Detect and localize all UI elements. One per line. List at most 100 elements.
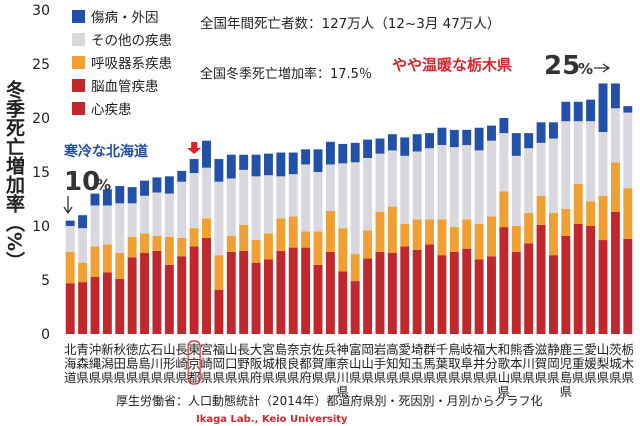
bar-segment <box>511 133 521 156</box>
bar-segment <box>189 159 199 174</box>
legend-label: 心疾患 <box>91 102 132 118</box>
bar-segment <box>375 138 385 154</box>
bar-segment <box>313 149 323 172</box>
bar-segment <box>276 218 286 251</box>
x-tick-char: 県 <box>547 370 560 385</box>
x-tick-char: 賀 <box>535 356 548 371</box>
legend-label: 傷病・外因 <box>91 10 159 26</box>
bar-segment <box>511 251 521 334</box>
x-tick-char: 富 <box>349 342 362 357</box>
x-tick-char: 高 <box>386 342 399 357</box>
x-tick-label: 福井県 <box>473 342 486 385</box>
bar-segment <box>350 142 360 163</box>
bar-segment <box>65 251 75 284</box>
x-tick-char: 京 <box>299 342 312 357</box>
x-tick-char: 森 <box>76 356 89 371</box>
x-tick-char: 庫 <box>324 356 337 371</box>
x-tick-char: 愛 <box>399 342 412 357</box>
tochigi-annotation-pct: % <box>578 60 593 78</box>
x-tick-char: 徳 <box>126 342 139 357</box>
x-tick-label: 青森県 <box>76 342 89 385</box>
bar-segment <box>65 283 75 334</box>
x-tick-char: 県 <box>312 370 325 385</box>
x-tick-char: 県 <box>436 370 449 385</box>
x-tick-char: 縄 <box>89 356 102 371</box>
bar-segment <box>610 211 620 334</box>
y-tick-label: 5 <box>41 273 50 289</box>
x-tick-char: 賀 <box>312 356 325 371</box>
bar-segment <box>412 134 422 152</box>
legend-swatch <box>72 10 85 23</box>
x-tick-label: 茨城県 <box>609 342 622 385</box>
x-tick-char: 海 <box>64 356 77 371</box>
bar-segment <box>449 129 459 148</box>
bar-segment <box>115 186 125 204</box>
bar-segment <box>288 216 298 248</box>
x-tick-char: 大 <box>250 342 263 357</box>
x-tick-char: 葉 <box>436 356 449 371</box>
bar-segment <box>78 282 88 334</box>
x-tick-char: 県 <box>386 370 399 385</box>
x-tick-label: 北海道 <box>64 342 77 385</box>
bar-segment <box>226 154 236 179</box>
x-tick-char: 千 <box>436 342 449 357</box>
x-tick-char: 島 <box>126 356 139 371</box>
bar-segment <box>102 244 112 273</box>
x-tick-char: 都 <box>188 370 201 385</box>
bar-segment <box>598 132 608 196</box>
x-tick-char: 県 <box>275 370 288 385</box>
x-tick-char: 山 <box>349 356 362 371</box>
x-tick-char: 長 <box>175 342 188 357</box>
x-tick-char: 神 <box>337 342 350 357</box>
bar-segment <box>177 170 187 182</box>
bar-segment <box>400 137 410 156</box>
bar-segment <box>474 259 484 334</box>
bar-segment <box>325 251 335 334</box>
bar-segment <box>152 235 162 251</box>
y-tick-label: 30 <box>32 3 50 19</box>
x-tick-char: 県 <box>535 370 548 385</box>
x-tick-char: 県 <box>485 370 498 385</box>
x-tick-label: 熊本県 <box>510 342 523 385</box>
x-tick-char: 県 <box>237 370 250 385</box>
bar-segment <box>78 228 88 263</box>
bar-segment <box>264 259 273 334</box>
x-tick-label: 京都府 <box>299 342 312 385</box>
y-tick-label: 25 <box>32 57 50 73</box>
x-tick-label: 香川県 <box>522 342 535 385</box>
x-tick-char: 山 <box>498 370 511 385</box>
bar-segment <box>610 162 620 212</box>
x-tick-char: 岡 <box>361 342 374 357</box>
bar-segment <box>623 106 633 113</box>
x-tick-label: 岩手県 <box>374 342 387 385</box>
bar-segment <box>350 254 360 282</box>
bar-segment <box>487 256 496 334</box>
bar-segment <box>350 281 360 334</box>
bar-segment <box>499 133 509 192</box>
x-tick-char: 県 <box>584 370 597 385</box>
x-tick-char: 川 <box>151 356 164 371</box>
hokkaido-arrow-icon <box>63 196 73 215</box>
y-tick-label: 10 <box>32 219 50 235</box>
x-tick-char: 分 <box>485 356 498 371</box>
x-tick-char: 岡 <box>547 356 560 371</box>
x-tick-char: 県 <box>473 370 486 385</box>
x-tick-char: 大 <box>485 342 498 357</box>
x-tick-char: 府 <box>299 370 312 385</box>
bar-segment <box>78 262 88 283</box>
x-tick-char: 石 <box>151 342 164 357</box>
bar-segment <box>573 121 583 184</box>
bar-segment <box>251 262 261 334</box>
x-tick-label: 東京都 <box>188 342 201 385</box>
x-tick-char: 香 <box>522 342 535 357</box>
x-tick-char: 児 <box>560 356 573 371</box>
x-tick-label: 島根県 <box>275 342 288 385</box>
bar-segment <box>338 271 348 334</box>
x-tick-char: 知 <box>399 356 412 371</box>
bar-segment <box>400 223 410 247</box>
x-tick-char: 静 <box>547 342 560 357</box>
x-tick-char: 城 <box>609 356 622 371</box>
bar-segment <box>313 172 323 232</box>
x-tick-label: 奈良県 <box>287 342 300 385</box>
